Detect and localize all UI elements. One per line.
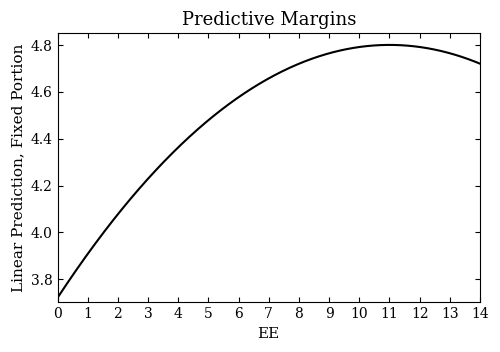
- Y-axis label: Linear Prediction, Fixed Portion: Linear Prediction, Fixed Portion: [11, 44, 25, 292]
- X-axis label: EE: EE: [258, 327, 280, 341]
- Title: Predictive Margins: Predictive Margins: [182, 11, 356, 29]
